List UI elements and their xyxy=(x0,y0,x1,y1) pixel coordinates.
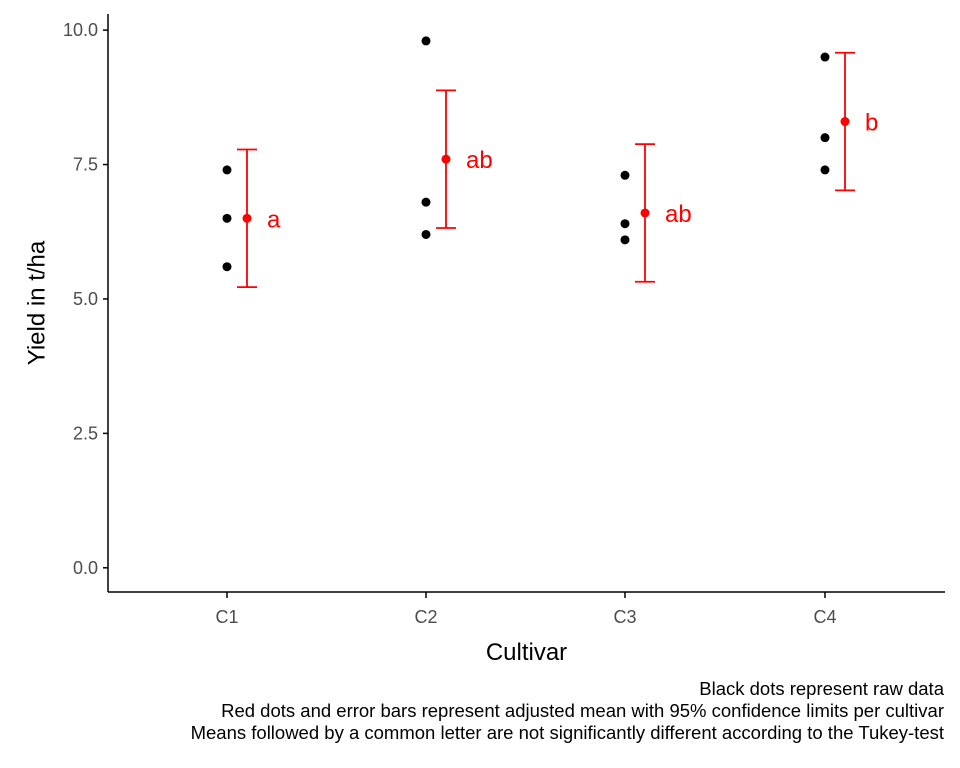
y-tick-label: 7.5 xyxy=(73,155,98,175)
y-tick-label: 2.5 xyxy=(73,423,98,443)
raw-data-point xyxy=(820,133,830,143)
adjusted-mean-point xyxy=(840,117,850,127)
x-tick-label: C3 xyxy=(613,607,636,627)
x-axis-title: Cultivar xyxy=(486,639,567,666)
raw-data-point xyxy=(820,52,830,62)
y-tick-label: 5.0 xyxy=(73,289,98,309)
raw-data-point xyxy=(222,262,232,272)
raw-data-point xyxy=(421,197,431,207)
significance-letter: b xyxy=(865,110,878,137)
caption: Black dots represent raw data Red dots a… xyxy=(191,678,944,744)
adjusted-mean-point xyxy=(242,213,252,223)
raw-data-points xyxy=(222,36,830,272)
significance-letter: ab xyxy=(466,147,493,174)
x-ticks: C1 C2 C3 C4 xyxy=(215,592,837,627)
raw-data-point xyxy=(421,36,431,46)
significance-letter: ab xyxy=(665,201,692,228)
caption-line-raw: Black dots represent raw data xyxy=(699,678,944,699)
y-axis-title: Yield in t/ha xyxy=(23,240,50,365)
raw-data-point xyxy=(620,235,630,245)
raw-data-point xyxy=(820,165,830,175)
raw-data-point xyxy=(222,165,232,175)
x-tick-label: C1 xyxy=(215,607,238,627)
x-tick-label: C4 xyxy=(813,607,836,627)
x-tick-label: C2 xyxy=(414,607,437,627)
adjusted-means: a ab ab b xyxy=(237,51,878,289)
raw-data-point xyxy=(222,213,232,223)
raw-data-point xyxy=(421,229,431,239)
significance-letter: a xyxy=(267,206,281,233)
y-ticks: 0.0 2.5 5.0 7.5 10.0 xyxy=(63,20,108,578)
y-tick-label: 10.0 xyxy=(63,20,98,40)
caption-line-tukey: Means followed by a common letter are no… xyxy=(190,722,944,743)
axes xyxy=(107,14,945,593)
adjusted-mean-point xyxy=(640,208,650,218)
adjusted-mean-point xyxy=(441,154,451,164)
raw-data-point xyxy=(620,170,630,180)
y-tick-label: 0.0 xyxy=(73,558,98,578)
caption-line-means: Red dots and error bars represent adjust… xyxy=(221,700,944,721)
raw-data-point xyxy=(620,219,630,229)
